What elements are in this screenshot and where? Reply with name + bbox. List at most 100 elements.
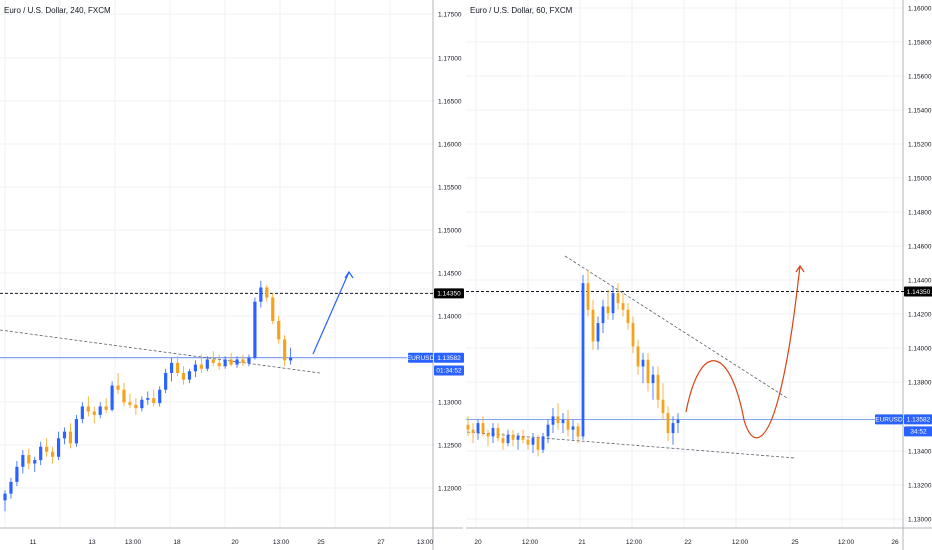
projection-arrowhead <box>344 270 354 279</box>
candle-body <box>641 359 645 367</box>
y-tick-label: 1.12500 <box>438 443 462 450</box>
y-tick-label: 1.14800 <box>908 210 932 217</box>
candle-body <box>616 293 620 304</box>
candle-body <box>27 455 31 464</box>
x-tick-label: 12:00 <box>626 539 643 546</box>
candle-body <box>158 389 162 404</box>
chart-panel-2: Euro / U.S. Dollar, 60, FXCM 1.16000 1.158… <box>466 0 932 550</box>
y-tick-label: 1.13200 <box>908 483 932 490</box>
candle-body <box>521 436 525 440</box>
candle-body <box>9 481 13 494</box>
y-tick-label: 1.14000 <box>438 314 462 321</box>
price-badge-label: 1.14350 <box>437 291 461 298</box>
candle-body <box>122 389 126 403</box>
candle-body <box>74 419 78 444</box>
x-tick-label: 21 <box>578 539 586 546</box>
candle-body <box>566 419 570 430</box>
y-tick-label: 1.13800 <box>908 380 932 387</box>
projection-arrowhead <box>795 264 805 273</box>
candle-body <box>546 424 550 437</box>
candle-body <box>21 455 25 467</box>
candle-body <box>601 306 605 324</box>
y-tick-label: 1.14400 <box>908 278 932 285</box>
candle-body <box>631 323 635 347</box>
candle-body <box>646 359 650 384</box>
candle-body <box>152 398 156 404</box>
candle-body <box>33 460 37 464</box>
price-badge <box>904 426 932 437</box>
candle-body <box>636 346 640 367</box>
candle-body <box>51 451 55 457</box>
candle-body <box>541 436 545 450</box>
chart-title: Euro / U.S. Dollar, 240, FXCM <box>4 6 111 15</box>
y-tick-label: 1.14000 <box>908 346 932 353</box>
candle-body <box>277 320 281 340</box>
candle-body <box>217 362 221 367</box>
candle-body <box>68 431 73 444</box>
x-tick-label: 13:00 <box>417 539 434 546</box>
candle-body <box>536 438 540 450</box>
candle-body <box>3 493 7 501</box>
candle-body <box>92 411 96 415</box>
candle-body <box>621 303 625 310</box>
y-tick-label: 1.13000 <box>908 517 932 524</box>
candle-body <box>556 416 560 424</box>
projection-path <box>685 265 801 439</box>
x-tick-label: 12:00 <box>732 539 749 546</box>
candle-body <box>656 374 660 400</box>
candle-body <box>476 423 480 434</box>
candle-body <box>223 359 227 367</box>
y-tick-label: 1.17500 <box>438 12 462 19</box>
chart-title: Euro / U.S. Dollar, 60, FXCM <box>470 6 573 15</box>
candle-body <box>253 301 257 358</box>
y-tick-label: 1.16000 <box>908 6 932 13</box>
candle-body <box>651 374 655 384</box>
candle-body <box>289 357 293 361</box>
price-badge <box>434 288 464 299</box>
x-tick-label: 26 <box>891 539 899 546</box>
y-tick-label: 1.15000 <box>908 176 932 183</box>
candle-body <box>596 323 600 342</box>
candle-body <box>491 428 495 437</box>
y-tick-label: 1.13000 <box>438 400 462 407</box>
candle-body <box>235 359 239 365</box>
x-tick-label: 20 <box>474 539 482 546</box>
candle-body <box>576 426 580 437</box>
candle-body <box>526 439 530 445</box>
candle-body <box>586 283 590 310</box>
x-tick-label: 13 <box>88 539 96 546</box>
candle-body <box>531 438 535 445</box>
candle-body <box>271 297 275 321</box>
x-tick-label: 20 <box>231 539 239 546</box>
x-tick-label: 22 <box>684 539 692 546</box>
price-badge <box>434 352 464 363</box>
candle-body <box>581 283 585 437</box>
y-tick-label: 1.17000 <box>438 56 462 63</box>
candle-body <box>259 287 263 302</box>
candle-body <box>134 404 138 409</box>
y-tick-label: 1.14600 <box>908 244 932 251</box>
candle-body <box>175 362 180 373</box>
x-tick-label: 18 <box>173 539 181 546</box>
x-tick-label: 13:00 <box>273 539 290 546</box>
candle-body <box>56 438 61 457</box>
candle-body <box>666 413 670 434</box>
candle-body <box>146 398 150 400</box>
y-tick-label: 1.16500 <box>438 99 462 106</box>
y-tick-label: 1.14200 <box>908 312 932 319</box>
trendline <box>0 329 321 374</box>
price-badge-label: 1.13582 <box>437 355 461 362</box>
y-tick-label: 1.14500 <box>438 271 462 278</box>
price-badge <box>904 286 932 297</box>
candle-body <box>606 306 610 314</box>
candle-body <box>199 364 203 369</box>
x-tick-label: 12:00 <box>522 539 539 546</box>
candle-body <box>511 434 515 440</box>
candle-body <box>661 399 665 414</box>
price-badge-label: 01:34:52 <box>436 368 462 375</box>
candle-body <box>486 433 490 437</box>
price-badge-label: 34:52 <box>910 429 927 436</box>
chart-panel-1: Euro / U.S. Dollar, 240, FXCM 1.17500 1.17… <box>0 0 464 550</box>
candle-body <box>116 385 120 390</box>
